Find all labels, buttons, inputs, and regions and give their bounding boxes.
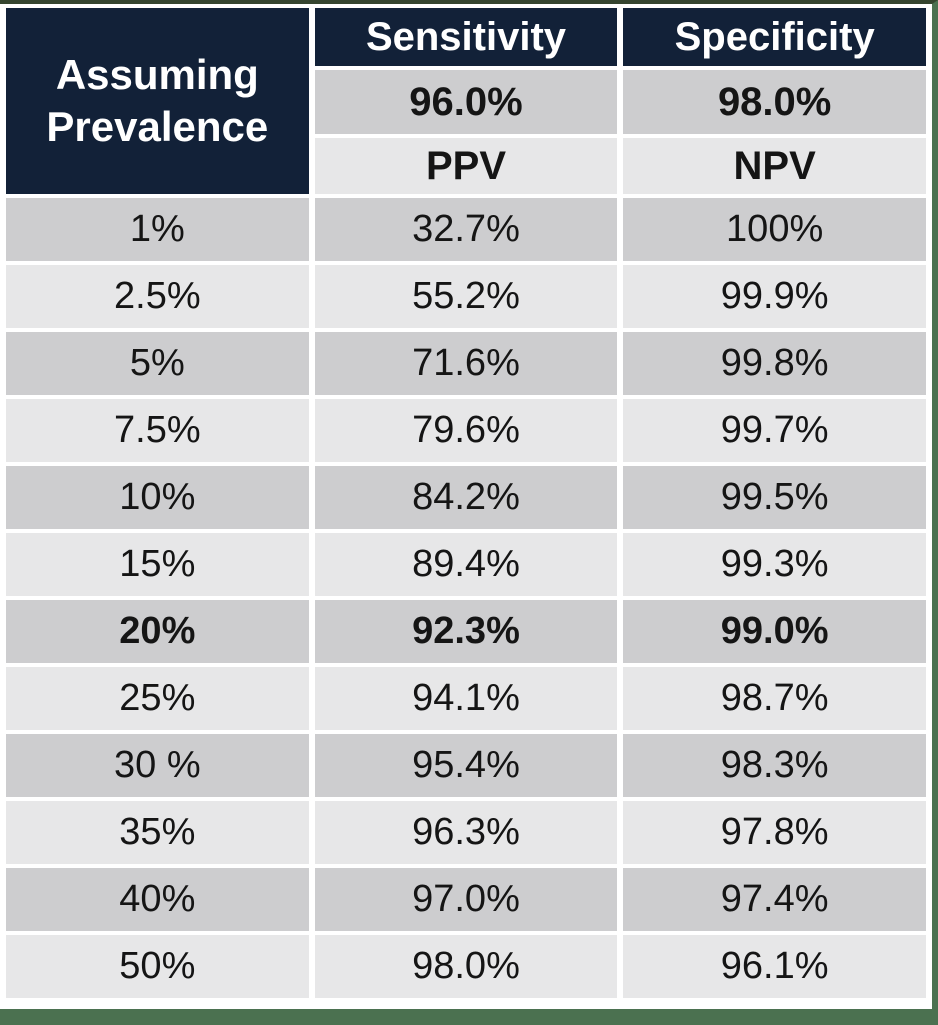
- ppv-cell: 97.0%: [314, 868, 618, 931]
- prevalence-cell: 5%: [6, 332, 309, 395]
- prevalence-cell: 50%: [6, 935, 309, 998]
- specificity-header-cell: Specificity: [623, 8, 926, 66]
- table-row: 10% 84.2% 99.5%: [6, 466, 926, 529]
- prevalence-cell: 1%: [6, 198, 309, 261]
- prevalence-cell: 30 %: [6, 734, 309, 797]
- table-body: Assuming Prevalence Sensitivity Specific…: [6, 8, 926, 998]
- table-row: 5% 71.6% 99.8%: [6, 332, 926, 395]
- table-row: 20% 92.3% 99.0%: [6, 600, 926, 663]
- ppv-cell: 96.3%: [314, 801, 618, 864]
- header-row: Assuming Prevalence Sensitivity Specific…: [6, 8, 926, 194]
- ppv-cell: 95.4%: [314, 734, 618, 797]
- ppv-label-cell: PPV: [314, 138, 618, 194]
- npv-cell: 99.7%: [623, 399, 926, 462]
- npv-cell: 98.3%: [623, 734, 926, 797]
- prevalence-cell: 15%: [6, 533, 309, 596]
- prevalence-cell: 25%: [6, 667, 309, 730]
- npv-cell: 99.5%: [623, 466, 926, 529]
- npv-cell: 96.1%: [623, 935, 926, 998]
- table-row: 50% 98.0% 96.1%: [6, 935, 926, 998]
- ppv-cell: 94.1%: [314, 667, 618, 730]
- sensitivity-value-cell: 96.0%: [314, 70, 618, 134]
- prevalence-cell: 7.5%: [6, 399, 309, 462]
- table-row: 7.5% 79.6% 99.7%: [6, 399, 926, 462]
- ppv-cell: 92.3%: [314, 600, 618, 663]
- metric-value-row: 96.0% 98.0%: [6, 70, 926, 134]
- ppv-cell: 79.6%: [314, 399, 618, 462]
- npv-cell: 99.0%: [623, 600, 926, 663]
- sensitivity-header-cell: Sensitivity: [314, 8, 618, 66]
- table-row: 2.5% 55.2% 99.9%: [6, 265, 926, 328]
- specificity-value-cell: 98.0%: [623, 70, 926, 134]
- npv-label-cell: NPV: [623, 138, 926, 194]
- npv-cell: 99.9%: [623, 265, 926, 328]
- table-row: 25% 94.1% 98.7%: [6, 667, 926, 730]
- npv-cell: 97.4%: [623, 868, 926, 931]
- prevalence-cell: 2.5%: [6, 265, 309, 328]
- ppv-cell: 89.4%: [314, 533, 618, 596]
- table-row: 1% 32.7% 100%: [6, 198, 926, 261]
- prevalence-cell: 35%: [6, 801, 309, 864]
- prevalence-cell: 10%: [6, 466, 309, 529]
- table-row: 15% 89.4% 99.3%: [6, 533, 926, 596]
- prevalence-cell: 40%: [6, 868, 309, 931]
- npv-cell: 99.8%: [623, 332, 926, 395]
- corner-header-cell: Assuming Prevalence: [6, 8, 309, 194]
- npv-cell: 99.3%: [623, 533, 926, 596]
- ppv-cell: 84.2%: [314, 466, 618, 529]
- prevalence-cell: 20%: [6, 600, 309, 663]
- npv-cell: 98.7%: [623, 667, 926, 730]
- npv-cell: 100%: [623, 198, 926, 261]
- ppv-cell: 55.2%: [314, 265, 618, 328]
- ppv-cell: 98.0%: [314, 935, 618, 998]
- ppv-cell: 32.7%: [314, 198, 618, 261]
- derived-label-row: PPV NPV: [6, 138, 926, 194]
- table-row: 40% 97.0% 97.4%: [6, 868, 926, 931]
- ppv-cell: 71.6%: [314, 332, 618, 395]
- table-row: 30 % 95.4% 98.3%: [6, 734, 926, 797]
- npv-cell: 97.8%: [623, 801, 926, 864]
- table-row: 35% 96.3% 97.8%: [6, 801, 926, 864]
- ppv-npv-table: Assuming Prevalence Sensitivity Specific…: [0, 4, 932, 1002]
